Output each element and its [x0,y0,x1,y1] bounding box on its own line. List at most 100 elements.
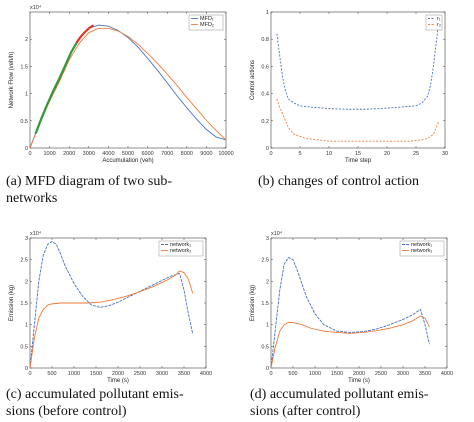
y-tick-label: 0.8 [261,37,269,43]
caption-d-line1: (d) accumulated pollutant emis- [250,387,429,402]
legend-label: r₂ [437,22,441,28]
panel-control-actions: 0 5 10 15 20 25 30 0 0.2 0.4 0.6 0.8 1 Time step Contr… [237,0,474,164]
x-tick-label: 0 [28,371,31,377]
caption-a-line1: (a) MFD diagram of two sub- [6,174,173,189]
x-tick-label: 3500 [419,371,431,377]
highlight-segment-2 [75,24,94,44]
chart-mfd: 0 1000 2000 3000 4000 5000 6000 7000 8000 9000 100… [9,4,234,164]
x-tick-label: 3000 [156,371,168,377]
y-tick-label: 2 [266,279,269,285]
y-axis-label: Control actions [250,60,256,100]
y-tick-label: 0 [25,366,28,372]
y-tick-label: 0.5 [20,344,28,350]
x-tick-label: 25 [413,151,419,157]
x-tick-label: 6000 [141,151,153,157]
y-tick-label: 2.5 [20,258,28,264]
x-axis-label: Accumulation (veh) [102,158,153,164]
legend-box [158,240,204,257]
caption-a-line2: networks [6,191,58,206]
y-axis-label: Emission (kg) [9,285,15,321]
x-tick-label: 3500 [178,371,190,377]
y-tick-label: 3 [266,236,269,242]
x-tick-label: 10 [326,151,332,157]
x-tick-label: 2500 [375,371,387,377]
panel-mfd: 0 1000 2000 3000 4000 5000 6000 7000 8000 9000 100… [0,0,237,164]
panel-emission-before: 0 500 1000 1500 2000 2500 3000 3500 4000 0 0.5 1 1.5… [0,216,237,384]
axis-exponent: x10⁴ [30,230,42,237]
y-axis-label: Emission (kg) [250,285,256,321]
y-tick-label: 0.2 [261,119,269,125]
y-tick-label: 0.5 [261,344,269,350]
y-tick-label: 3 [25,236,28,242]
plot-frame [270,11,446,149]
y-tick-label: 2.5 [261,258,269,264]
caption-c-line2: sions (before control) [6,404,127,419]
x-tick-label: 15 [355,151,361,157]
plot-frame [270,237,448,369]
x-axis-label: Time step [345,158,372,164]
series-line-2 [270,315,430,369]
legend-label: network₁ [170,242,191,248]
legend-label: r₁ [437,16,441,22]
y-tick-label: 0.5 [20,119,28,125]
series-line-1 [270,256,430,369]
axis-exponent: x10⁴ [271,230,283,237]
y-tick-label: 1 [266,10,269,16]
x-tick-label: 1000 [68,371,80,377]
chart-emission-before: 0 500 1000 1500 2000 2500 3000 3500 4000 0 0.5 1 1.5… [9,230,212,384]
x-tick-label: 4000 [441,371,453,377]
series-line-2 [29,27,227,149]
y-axis-label: Network Flow (veh/h) [9,52,15,109]
panel-emission-after: 0 500 1000 1500 2000 2500 3000 3500 4000 0 0.5 1 1.5… [237,216,474,384]
y-tick-label: 0 [25,146,28,152]
caption-a: (a) MFD diagram of two sub- networks [6,173,172,207]
x-tick-label: 0 [28,151,31,157]
x-tick-label: 0 [269,151,272,157]
x-tick-label: 3000 [83,151,95,157]
y-tick-label: 0 [266,366,269,372]
x-tick-label: 2000 [63,151,75,157]
y-tick-label: 2 [25,37,28,43]
x-tick-label: 10000 [218,151,233,157]
series-line-2 [276,98,440,142]
series-line-2 [29,270,194,369]
axis-exponent: x10⁴ [30,4,42,11]
y-tick-label: 0.6 [261,64,269,70]
x-tick-label: 5 [298,151,301,157]
y-tick-label: 2 [25,279,28,285]
x-tick-label: 2000 [112,371,124,377]
x-tick-label: 20 [384,151,390,157]
x-tick-label: 3000 [397,371,409,377]
x-tick-label: 4000 [200,371,212,377]
y-tick-label: 1 [25,92,28,98]
x-tick-label: 1000 [43,151,55,157]
y-tick-label: 0.4 [261,92,269,98]
x-tick-label: 1500 [331,371,343,377]
x-tick-label: 500 [47,371,56,377]
plot-frame [29,11,227,149]
series-line-1 [29,240,194,369]
y-tick-label: 1.5 [20,64,28,70]
chart-emission-after: 0 500 1000 1500 2000 2500 3000 3500 4000 0 0.5 1 1.5… [250,230,453,384]
legend-label: network₂ [170,248,191,254]
x-tick-label: 500 [288,371,297,377]
x-tick-label: 2000 [353,371,365,377]
y-tick-label: 1.5 [261,301,269,307]
x-tick-label: 7000 [161,151,173,157]
x-tick-label: 8000 [181,151,193,157]
x-tick-label: 4000 [102,151,114,157]
caption-c-line1: (c) accumulated pollutant emis- [6,387,184,402]
x-tick-label: 2500 [134,371,146,377]
caption-d-line2: sions (after control) [250,404,361,419]
chart-control-actions: 0 5 10 15 20 25 30 0 0.2 0.4 0.6 0.8 1 Time step Contr… [250,10,448,164]
highlight-segment-1 [34,40,79,134]
x-tick-label: 5000 [122,151,134,157]
x-tick-label: 0 [269,371,272,377]
x-tick-label: 1500 [90,371,102,377]
caption-d: (d) accumulated pollutant emis- sions (a… [250,386,428,420]
legend-label: MFD₂ [200,22,214,28]
caption-b: (b) changes of control action [258,173,419,190]
y-tick-label: 1.5 [20,301,28,307]
x-axis-label: Time (s) [107,378,129,384]
legend-label: MFD₁ [200,16,214,22]
